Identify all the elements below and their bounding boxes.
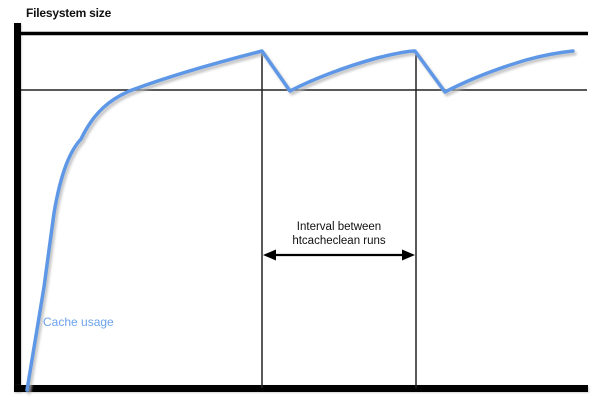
interval-arrow-head-left <box>263 249 276 261</box>
cache-usage-label: Cache usage <box>43 315 114 329</box>
y-axis <box>14 23 21 392</box>
filesystem-size-label: Filesystem size <box>26 6 112 20</box>
cache-usage-curve-shadow <box>27 51 577 395</box>
interval-label-line1: Interval between <box>296 221 382 233</box>
cache-usage-curve <box>25 49 575 392</box>
x-axis <box>14 385 588 392</box>
interval-arrow <box>263 249 415 261</box>
interval-arrow-head-right <box>402 249 415 261</box>
interval-label: Interval between htcacheclean runs <box>263 220 415 248</box>
interval-label-line2: htcacheclean runs <box>292 235 386 247</box>
